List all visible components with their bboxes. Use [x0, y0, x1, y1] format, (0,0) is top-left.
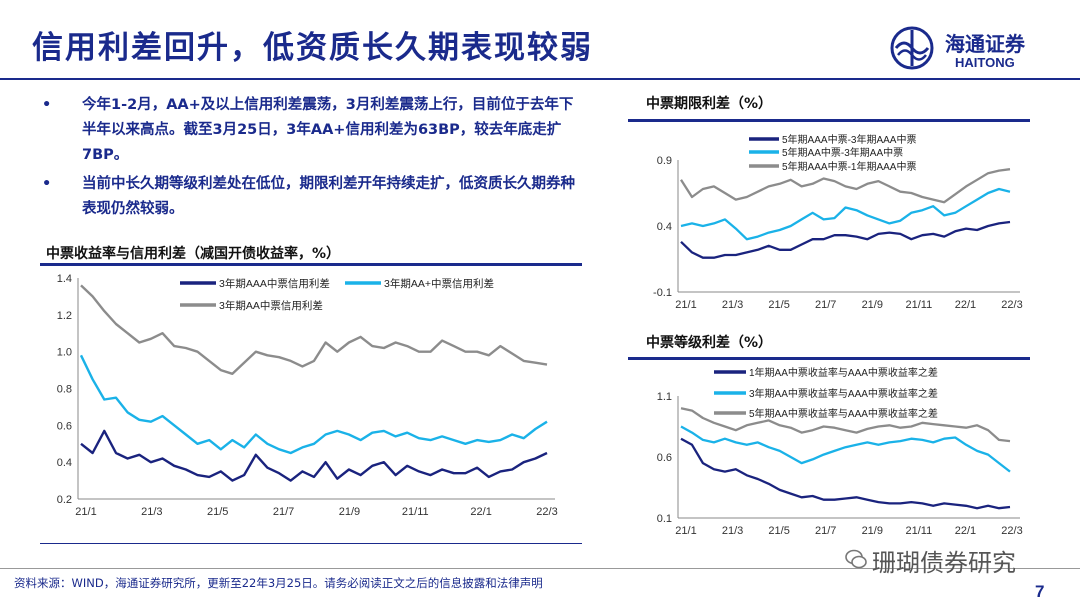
legend-label-0: 1年期AA中票收益率与AAA中票收益率之差	[749, 366, 938, 379]
series-line-0	[680, 437, 1011, 510]
x-tick-label: 21/7	[273, 506, 294, 518]
y-tick-label: 0.4	[57, 457, 72, 469]
x-tick-label: 21/9	[862, 525, 883, 537]
chart-left: 0.2 0.4 0.6 0.8 1.0 1.2 1.4 21/1 21/3 21/5 21/7 21/…	[57, 273, 558, 518]
y-tick-label: 1.1	[657, 391, 672, 403]
series-line-0	[680, 220, 1011, 259]
y-tick-label: 0.6	[657, 452, 672, 464]
logo-en-text: HAITONG	[955, 55, 1015, 70]
x-tick-label: 21/3	[722, 525, 743, 537]
series-line-1	[680, 187, 1011, 241]
legend-label-2: 5年期AAA中票-1年期AAA中票	[782, 160, 916, 173]
x-tick-label: 22/3	[536, 506, 557, 518]
y-tick-label: 0.9	[657, 155, 672, 167]
x-tick-label: 21/5	[768, 299, 789, 311]
haitong-logo-icon	[890, 26, 934, 70]
x-tick-label: 21/7	[815, 299, 836, 311]
x-tick-label: 21/9	[339, 506, 360, 518]
x-tick-label: 22/3	[1001, 525, 1022, 537]
y-tick-label: 1.4	[57, 273, 72, 285]
y-tick-label: 1.2	[57, 310, 72, 322]
x-tick-label: 22/3	[1001, 299, 1022, 311]
y-tick-label: -0.1	[653, 287, 672, 299]
watermark-text: 珊瑚债券研究	[872, 549, 1016, 577]
x-tick-label: 21/3	[722, 299, 743, 311]
chart-title-term: 中票期限利差（%）	[646, 96, 773, 112]
legend-label-2: 3年期AA中票信用利差	[219, 299, 323, 312]
legend-label-1: 3年期AA+中票信用利差	[384, 277, 494, 290]
chart-term: -0.1 0.4 0.9 21/1 21/3 21/5 21/7 21/9 21/11 22/1 2…	[653, 133, 1023, 311]
series-line-0	[80, 429, 548, 482]
series-line-1	[680, 425, 1011, 473]
y-tick-label: 0.2	[57, 494, 72, 506]
x-tick-label: 22/1	[955, 525, 976, 537]
x-tick-label: 21/11	[905, 525, 932, 537]
series-line-2	[80, 284, 548, 376]
x-tick-label: 21/7	[815, 525, 836, 537]
series-line-1	[79, 354, 548, 455]
x-tick-label: 21/5	[207, 506, 228, 518]
x-tick-label: 21/1	[675, 299, 696, 311]
chart-rule-left	[40, 263, 582, 266]
chart-rule-term	[628, 119, 1030, 122]
y-tick-label: 0.4	[657, 221, 672, 233]
bullet-item: • 当前中长久期等级利差处在低位，期限利差开年持续走扩，低资质长久期券种表现仍然…	[40, 172, 580, 222]
bullet-item: • 今年1-2月，AA+及以上信用利差震荡，3月利差震荡上行，目前位于去年下半年…	[40, 93, 580, 168]
page-title: 信用利差回升，低资质长久期表现较弱	[32, 30, 593, 66]
y-tick-label: 0.8	[57, 384, 72, 396]
y-tick-label: 0.1	[657, 513, 672, 525]
legend-label-0: 5年期AAA中票-3年期AAA中票	[782, 133, 916, 146]
y-tick-label: 0.6	[57, 420, 72, 432]
footer-divider	[0, 568, 1080, 569]
footer-source: 资料来源：WIND，海通证券研究所，更新至22年3月25日。请务必阅读正文之后的…	[14, 576, 543, 590]
wechat-icon	[845, 549, 867, 569]
page-number: 7	[1035, 582, 1045, 601]
title-divider	[0, 78, 1080, 80]
x-tick-label: 22/1	[470, 506, 491, 518]
y-tick-label: 1.0	[57, 347, 72, 359]
bullet-dot-icon: •	[42, 176, 52, 192]
x-tick-label: 21/1	[675, 525, 696, 537]
bullet-dot-icon: •	[42, 97, 52, 113]
legend-label-0: 3年期AAA中票信用利差	[219, 277, 330, 290]
series-line-2	[680, 407, 1011, 443]
bullet-text: 当前中长久期等级利差处在低位，期限利差开年持续走扩，低资质长久期券种表现仍然较弱…	[82, 176, 575, 217]
x-tick-label: 21/1	[75, 506, 96, 518]
legend-label-1: 3年期AA中票收益率与AAA中票收益率之差	[749, 387, 938, 400]
chart-title-left: 中票收益率与信用利差（减国开债收益率，%）	[46, 246, 341, 262]
legend-label-1: 5年期AA中票-3年期AA中票	[782, 146, 903, 159]
x-tick-label: 21/11	[905, 299, 932, 311]
logo-cn-text: 海通证券	[945, 32, 1025, 56]
legend-label-2: 5年期AA中票收益率与AAA中票收益率之差	[749, 407, 938, 420]
chart-title-grade: 中票等级利差（%）	[646, 335, 773, 351]
chart-grade: 0.1 0.6 1.1 21/1 21/3 21/5 21/7 21/9 21/11 22/1 22…	[657, 366, 1023, 537]
series-line-2	[680, 168, 1011, 204]
chart-rule-left-bottom	[40, 543, 582, 544]
chart-rule-grade	[628, 357, 1030, 360]
x-tick-label: 21/5	[768, 525, 789, 537]
x-tick-label: 22/1	[955, 299, 976, 311]
summary-bullets: • 今年1-2月，AA+及以上信用利差震荡，3月利差震荡上行，目前位于去年下半年…	[40, 93, 580, 226]
x-tick-label: 21/11	[402, 506, 429, 518]
x-tick-label: 21/9	[862, 299, 883, 311]
x-tick-label: 21/3	[141, 506, 162, 518]
bullet-text: 今年1-2月，AA+及以上信用利差震荡，3月利差震荡上行，目前位于去年下半年以来…	[82, 97, 574, 163]
